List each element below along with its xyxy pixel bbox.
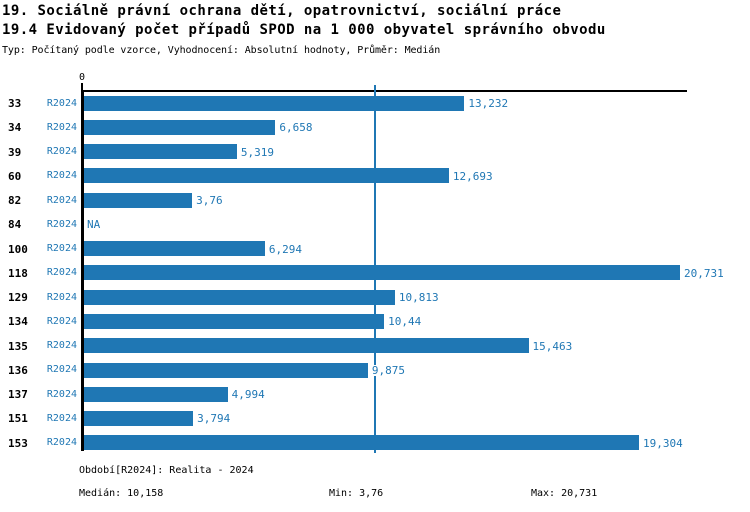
chart-row: 118 R2024 20,731 (0, 261, 750, 285)
row-category-label: 33 (8, 97, 22, 110)
chart-row: 100 R2024 6,294 (0, 237, 750, 261)
row-series-label: R2024 (46, 146, 77, 158)
row-series-label: R2024 (46, 97, 77, 109)
value-bar (84, 265, 680, 281)
row-value-label: 6,294 (267, 242, 304, 256)
row-value-label: 6,658 (278, 121, 314, 135)
row-value-label: 10,813 (397, 291, 440, 305)
chart-row: 129 R2024 10,813 (0, 285, 750, 309)
value-bar (84, 386, 228, 402)
chart-row: 33 R2024 13,232 (0, 91, 750, 115)
row-category-label: 135 (8, 339, 28, 353)
row-series-label: R2024 (46, 121, 77, 133)
row-value-label: 13,232 (467, 97, 510, 110)
row-series-label: R2024 (46, 412, 77, 424)
footer-median-stat: Medián: 10,158 (79, 488, 164, 499)
chart-row: 84 R2024 NA (0, 212, 750, 236)
row-series-label: R2024 (46, 218, 77, 230)
value-bar (84, 192, 193, 208)
row-category-label: 60 (8, 169, 22, 183)
row-series-label: R2024 (46, 194, 77, 206)
row-category-label: 134 (8, 315, 28, 329)
value-bar (84, 362, 368, 378)
row-value-label: 12,693 (451, 169, 494, 183)
report-meta-line: Typ: Počítaný podle vzorce, Vyhodnocení:… (2, 45, 441, 56)
chart-row: 82 R2024 3,76 (0, 188, 750, 212)
row-category-label: 118 (8, 266, 28, 280)
row-category-label: 137 (8, 388, 28, 402)
value-bar (84, 95, 465, 111)
row-value-label: 20,731 (683, 266, 725, 280)
row-value-label: 3,76 (195, 194, 224, 208)
row-series-label: R2024 (46, 388, 77, 400)
report-title: 19. Sociálně právní ochrana dětí, opatro… (2, 3, 562, 19)
chart-row: 60 R2024 12,693 (0, 164, 750, 188)
row-value-label: 5,319 (239, 145, 276, 159)
chart-row: 151 R2024 3,794 (0, 406, 750, 430)
report-subtitle: 19.4 Evidovaný počet případů SPOD na 1 0… (2, 22, 606, 38)
row-value-label: 10,44 (387, 315, 423, 329)
row-category-label: 82 (8, 194, 22, 208)
footer-min-stat: Min: 3,76 (329, 488, 384, 499)
value-bar (84, 119, 276, 135)
chart-row: 39 R2024 5,319 (0, 140, 750, 164)
footer-max-stat: Max: 20,731 (531, 488, 598, 499)
chart-rows: 33 R2024 13,232 34 R2024 6,658 39 R2024 5,319 60 R… (0, 91, 750, 455)
row-category-label: 84 (8, 218, 22, 232)
value-bar (84, 435, 639, 451)
axis-zero-tick (81, 83, 83, 91)
row-category-label: 129 (8, 291, 28, 305)
footer-period-label: Období[R2024]: Realita - 2024 (79, 465, 254, 476)
row-na-label: NA (86, 218, 102, 232)
row-series-label: R2024 (46, 437, 77, 449)
row-series-label: R2024 (46, 340, 77, 352)
row-category-label: 136 (8, 363, 28, 377)
row-series-label: R2024 (46, 267, 77, 279)
row-series-label: R2024 (46, 170, 77, 182)
value-bar (84, 168, 449, 184)
value-bar (84, 144, 237, 160)
row-value-label: 19,304 (642, 436, 684, 450)
row-category-label: 153 (8, 436, 28, 450)
row-category-label: 151 (8, 412, 28, 426)
row-category-label: 34 (8, 121, 22, 135)
axis-zero-label: 0 (78, 72, 86, 83)
chart-row: 134 R2024 10,44 (0, 309, 750, 333)
chart-row: 153 R2024 19,304 (0, 431, 750, 455)
value-bar (84, 289, 395, 305)
value-bar (84, 313, 385, 329)
row-series-label: R2024 (46, 243, 77, 255)
row-series-label: R2024 (46, 291, 77, 303)
chart-row: 136 R2024 9,875 (0, 358, 750, 382)
row-value-label: 9,875 (370, 363, 407, 377)
row-value-label: 15,463 (531, 339, 574, 353)
row-category-label: 100 (8, 242, 28, 256)
row-series-label: R2024 (46, 315, 77, 327)
value-bar (84, 241, 265, 257)
row-series-label: R2024 (46, 364, 77, 376)
chart-row: 34 R2024 6,658 (0, 115, 750, 139)
row-value-label: 4,994 (230, 388, 266, 402)
row-value-label: 3,794 (196, 412, 232, 426)
axis-y-spine (81, 91, 84, 451)
value-bar (84, 411, 194, 427)
axis-top-line (82, 90, 687, 92)
row-category-label: 39 (8, 145, 22, 159)
value-bar (84, 338, 529, 354)
chart-row: 137 R2024 4,994 (0, 382, 750, 406)
chart-row: 135 R2024 15,463 (0, 334, 750, 358)
